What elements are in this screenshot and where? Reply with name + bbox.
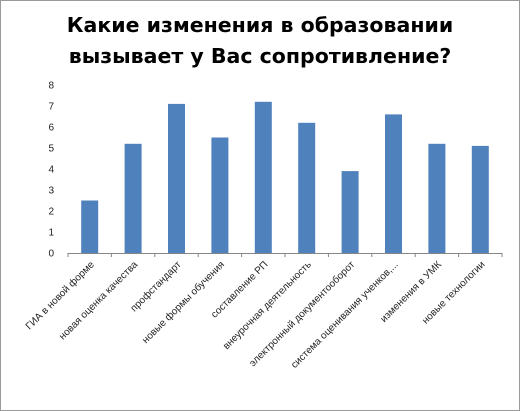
bar: [211, 137, 229, 253]
y-tick-label: 0: [48, 249, 54, 260]
bar: [341, 171, 359, 253]
chart-title: Какие изменения в образовании вызывает у…: [0, 10, 520, 72]
bar: [168, 103, 185, 254]
bar: [471, 145, 489, 253]
bar: [298, 122, 316, 253]
y-tick-label: 6: [48, 123, 54, 134]
y-tick-label: 5: [48, 144, 54, 155]
x-tick-label: новые формы обучения: [140, 259, 227, 346]
y-tick-label: 2: [48, 207, 54, 218]
y-tick-label: 3: [48, 186, 54, 197]
y-tick-label: 1: [48, 228, 54, 239]
y-tick-label: 8: [48, 81, 54, 92]
chart-title-line-1: Какие изменения в образовании: [66, 13, 454, 37]
chart-title-line-2: вызывает у Вас сопротивление?: [68, 44, 452, 68]
bar: [124, 143, 142, 253]
x-tick-label: новая оценка качества: [57, 259, 140, 342]
bar: [254, 101, 272, 253]
bar: [428, 143, 446, 253]
bar: [81, 200, 99, 253]
y-tick-label: 7: [48, 102, 54, 113]
x-tick-label: внеурочная деятельность: [221, 259, 314, 352]
bar: [385, 114, 402, 254]
y-tick-label: 4: [48, 165, 54, 176]
